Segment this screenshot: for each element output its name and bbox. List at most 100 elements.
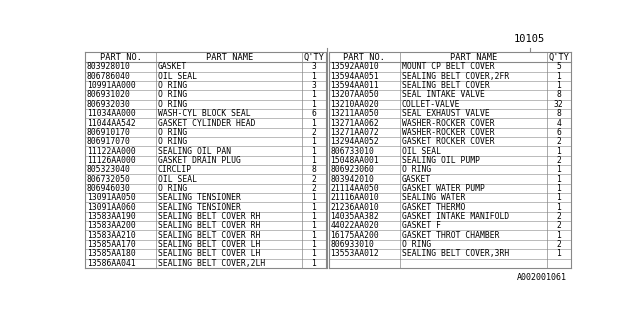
Text: A002001061: A002001061	[516, 273, 566, 282]
Text: 2: 2	[556, 212, 561, 221]
Text: 806786040: 806786040	[87, 72, 131, 81]
Text: 3: 3	[312, 81, 316, 90]
Text: 1: 1	[556, 184, 561, 193]
Text: OIL SEAL: OIL SEAL	[158, 175, 197, 184]
Text: 1: 1	[312, 193, 316, 202]
Text: 2: 2	[312, 184, 316, 193]
Text: 13594AA011: 13594AA011	[330, 81, 379, 90]
Text: SEALING WATER: SEALING WATER	[402, 193, 465, 202]
Text: GASKET CYLINDER HEAD: GASKET CYLINDER HEAD	[158, 118, 255, 127]
Text: 4: 4	[556, 118, 561, 127]
Text: 1: 1	[312, 72, 316, 81]
Text: 806933010: 806933010	[330, 240, 374, 249]
Text: 1: 1	[312, 137, 316, 146]
Text: SEALING BELT COVER: SEALING BELT COVER	[402, 81, 490, 90]
Text: SEALING OIL PAN: SEALING OIL PAN	[158, 147, 231, 156]
Text: GASKET WATER PUMP: GASKET WATER PUMP	[402, 184, 484, 193]
Text: 14035AA382: 14035AA382	[330, 212, 379, 221]
Text: 803942010: 803942010	[330, 175, 374, 184]
Text: GASKET DRAIN PLUG: GASKET DRAIN PLUG	[158, 156, 241, 165]
Text: 21114AA050: 21114AA050	[330, 184, 379, 193]
Text: COLLET-VALVE: COLLET-VALVE	[402, 100, 460, 109]
Text: GASKET INTAKE MANIFOLD: GASKET INTAKE MANIFOLD	[402, 212, 509, 221]
Text: 2: 2	[312, 175, 316, 184]
Text: SEALING TENSIONER: SEALING TENSIONER	[158, 193, 241, 202]
Text: 806931020: 806931020	[87, 91, 131, 100]
Text: 13583AA210: 13583AA210	[87, 231, 136, 240]
Text: O RING: O RING	[402, 240, 431, 249]
Text: WASHER-ROCKER COVER: WASHER-ROCKER COVER	[402, 118, 494, 127]
Text: 10991AA000: 10991AA000	[87, 81, 136, 90]
Text: 13211AA050: 13211AA050	[330, 109, 379, 118]
Text: 13294AA052: 13294AA052	[330, 137, 379, 146]
Text: CIRCLIP: CIRCLIP	[158, 165, 192, 174]
Text: WASHER-ROCKER COVER: WASHER-ROCKER COVER	[402, 128, 494, 137]
Text: O RING: O RING	[158, 81, 187, 90]
Text: 1: 1	[312, 100, 316, 109]
Text: OIL SEAL: OIL SEAL	[158, 72, 197, 81]
Text: 11122AA000: 11122AA000	[87, 147, 136, 156]
Text: 21116AA010: 21116AA010	[330, 193, 379, 202]
Text: SEALING TENSIONER: SEALING TENSIONER	[158, 203, 241, 212]
Text: SEAL EXHAUST VALVE: SEAL EXHAUST VALVE	[402, 109, 490, 118]
Text: 806910170: 806910170	[87, 128, 131, 137]
Text: 806923060: 806923060	[330, 165, 374, 174]
Text: 8: 8	[556, 109, 561, 118]
Text: 8: 8	[312, 165, 316, 174]
Text: SEALING OIL PUMP: SEALING OIL PUMP	[402, 156, 480, 165]
Text: GASKET THROT CHAMBER: GASKET THROT CHAMBER	[402, 231, 499, 240]
Text: 13592AA010: 13592AA010	[330, 62, 379, 71]
Text: 13585AA170: 13585AA170	[87, 240, 136, 249]
Text: 21236AA010: 21236AA010	[330, 203, 379, 212]
Text: 13091AA050: 13091AA050	[87, 193, 136, 202]
Text: 8: 8	[556, 91, 561, 100]
Text: GASKET ROCKER COVER: GASKET ROCKER COVER	[402, 137, 494, 146]
Text: 11126AA000: 11126AA000	[87, 156, 136, 165]
Text: 1: 1	[312, 91, 316, 100]
Text: 32: 32	[554, 100, 564, 109]
Text: O RING: O RING	[158, 128, 187, 137]
Text: 13271AA062: 13271AA062	[330, 118, 379, 127]
Text: 803928010: 803928010	[87, 62, 131, 71]
Text: 13583AA190: 13583AA190	[87, 212, 136, 221]
Text: 2: 2	[556, 240, 561, 249]
Text: WASH-CYL BLOCK SEAL: WASH-CYL BLOCK SEAL	[158, 109, 250, 118]
Text: 806732050: 806732050	[87, 175, 131, 184]
Text: 806932030: 806932030	[87, 100, 131, 109]
Text: 1: 1	[556, 231, 561, 240]
Text: SEALING BELT COVER,3RH: SEALING BELT COVER,3RH	[402, 249, 509, 258]
Text: SEALING BELT COVER RH: SEALING BELT COVER RH	[158, 221, 260, 230]
Text: PART NO.: PART NO.	[100, 53, 142, 62]
Text: PART NAME: PART NAME	[450, 53, 497, 62]
Text: 1: 1	[556, 81, 561, 90]
Text: SEALING BELT COVER,2LH: SEALING BELT COVER,2LH	[158, 259, 265, 268]
Text: 1: 1	[312, 156, 316, 165]
Text: O RING: O RING	[158, 184, 187, 193]
Text: 1: 1	[556, 249, 561, 258]
Text: 2: 2	[312, 128, 316, 137]
Text: 11034AA000: 11034AA000	[87, 109, 136, 118]
Text: Q'TY: Q'TY	[303, 53, 324, 62]
Text: SEAL INTAKE VALVE: SEAL INTAKE VALVE	[402, 91, 484, 100]
Text: O RING: O RING	[158, 137, 187, 146]
Text: 806917070: 806917070	[87, 137, 131, 146]
Text: 16175AA200: 16175AA200	[330, 231, 379, 240]
Text: 1: 1	[556, 165, 561, 174]
Text: SEALING BELT COVER RH: SEALING BELT COVER RH	[158, 212, 260, 221]
Text: 13553AA012: 13553AA012	[330, 249, 379, 258]
Text: 1: 1	[556, 203, 561, 212]
Text: 10105: 10105	[514, 34, 545, 44]
Text: GASKET F: GASKET F	[402, 221, 441, 230]
Text: 1: 1	[556, 147, 561, 156]
Text: 2: 2	[556, 221, 561, 230]
Text: 13583AA200: 13583AA200	[87, 221, 136, 230]
Text: 806946030: 806946030	[87, 184, 131, 193]
Text: 13594AA051: 13594AA051	[330, 72, 379, 81]
Text: 1: 1	[312, 118, 316, 127]
Text: 3: 3	[312, 62, 316, 71]
Text: 1: 1	[312, 231, 316, 240]
Text: 1: 1	[312, 259, 316, 268]
Text: 1: 1	[312, 147, 316, 156]
Text: 15048AA001: 15048AA001	[330, 156, 379, 165]
Text: 11044AA542: 11044AA542	[87, 118, 136, 127]
